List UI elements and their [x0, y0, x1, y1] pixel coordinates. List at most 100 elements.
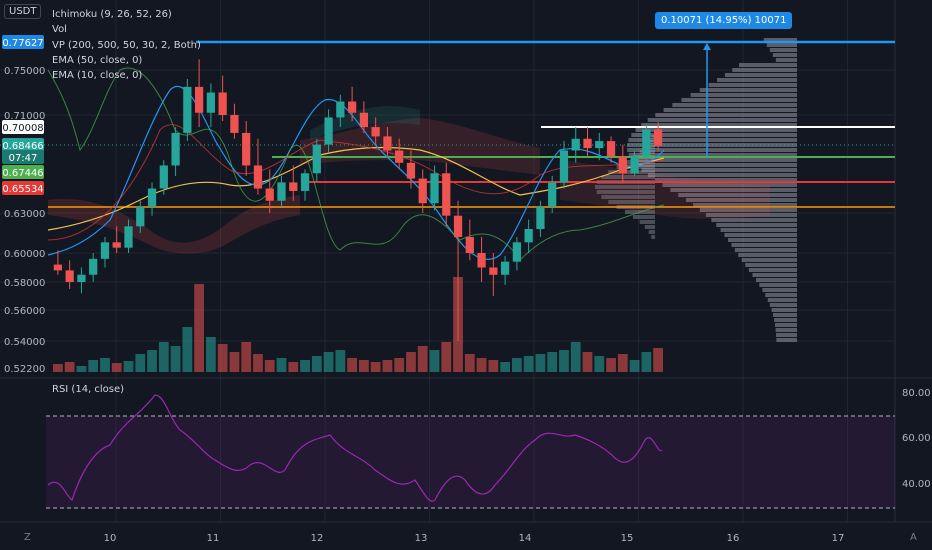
candlesticks[interactable]	[53, 59, 663, 341]
vp-row	[724, 233, 797, 237]
time-tick-label: 16	[727, 533, 740, 544]
price-tick-label: 0.71000	[4, 111, 45, 122]
volume-bar	[147, 350, 157, 372]
volume-bar	[417, 346, 428, 372]
vp-row	[774, 323, 797, 327]
candle-body	[289, 182, 298, 191]
volume-bar	[53, 364, 63, 372]
vp-inner-row	[648, 230, 655, 234]
vp-row	[716, 223, 797, 227]
rsi-band	[46, 416, 895, 508]
currency-badge[interactable]: USDT	[4, 4, 42, 19]
price-tick-label: 0.58000	[4, 278, 45, 289]
vp-inner-row	[651, 235, 655, 239]
candle-body	[524, 229, 533, 243]
candle-body	[500, 261, 510, 275]
candle-body	[159, 165, 168, 189]
vp-row	[776, 333, 797, 337]
legend-ema10[interactable]: EMA (10, close, 0)	[52, 70, 143, 81]
rsi-tick-label: 40.00	[902, 479, 931, 490]
candle-body	[477, 253, 486, 268]
candle-body	[571, 138, 580, 151]
volume-bar	[347, 358, 357, 372]
candle-body	[359, 112, 369, 128]
price-marker-label: 0.77627	[2, 38, 43, 49]
vp-row	[738, 253, 797, 257]
candle-body	[442, 173, 451, 216]
volume-bar	[535, 354, 546, 372]
candle-body	[406, 162, 416, 179]
vp-row	[647, 118, 797, 122]
measure-label[interactable]: 0.10071 (14.95%) 10071	[655, 12, 793, 29]
rsi-pane[interactable]	[46, 394, 895, 509]
vp-row	[670, 188, 797, 192]
volume-bar	[111, 363, 122, 372]
horizontal-levels[interactable]	[0, 40, 895, 208]
vp-row	[699, 88, 797, 92]
candle-body	[453, 215, 463, 237]
vp-row	[711, 218, 797, 222]
vp-inner-row	[595, 185, 655, 189]
legend-vol[interactable]: Vol	[52, 24, 67, 35]
vp-row	[641, 123, 797, 127]
auto-scale-icon[interactable]: A	[910, 532, 917, 543]
candle-body	[136, 206, 145, 227]
price-tick-label: 0.52200	[4, 364, 45, 375]
volume-bar	[217, 344, 228, 372]
volume-bar	[582, 352, 593, 372]
price-marker-label: 0.68466	[2, 141, 43, 152]
candle-body	[194, 86, 204, 113]
vp-row	[662, 183, 797, 187]
axes: 0.75000 0.71000 0.63000 0.60000 0.58000 0.560…	[2, 35, 931, 544]
vp-row	[635, 128, 797, 132]
volume-bar	[264, 360, 275, 372]
measure-arrow-head	[703, 43, 711, 50]
time-tick-label: 13	[415, 533, 428, 544]
candle-body	[77, 274, 86, 282]
price-marker-label: 0.67446	[2, 168, 43, 179]
vp-row	[734, 248, 797, 252]
vp-row	[748, 268, 797, 272]
vp-inner-row	[644, 225, 655, 229]
legend-rsi[interactable]: RSI (14, close)	[52, 384, 125, 395]
volume-bar	[606, 358, 616, 372]
legend-vp[interactable]: VP (200, 500, 50, 30, 2, Both)	[52, 40, 201, 51]
vp-row	[672, 103, 797, 107]
vp-row	[724, 73, 797, 77]
ichimoku-cloud	[48, 106, 770, 254]
volume-bar	[500, 362, 510, 372]
price-tick-label: 0.75000	[4, 66, 45, 77]
vp-row	[775, 58, 797, 62]
legend-ema50[interactable]: EMA (50, close, 0)	[52, 55, 143, 66]
volume-bar	[64, 362, 75, 372]
vp-inner-row	[601, 195, 655, 199]
timezone-icon[interactable]: Z	[24, 532, 31, 543]
candle-body	[489, 267, 498, 275]
time-tick-label: 11	[207, 533, 220, 544]
price-marker-box	[2, 120, 44, 134]
candle-body	[630, 156, 639, 174]
volume-bar	[641, 352, 652, 372]
vp-row	[776, 338, 797, 342]
vp-row	[705, 213, 797, 217]
candle-body	[253, 165, 263, 189]
volume-bar	[594, 356, 605, 372]
time-tick-label: 15	[621, 533, 634, 544]
vp-row	[775, 328, 797, 332]
time-tick-label: 17	[832, 533, 845, 544]
price-marker-box	[2, 181, 44, 195]
vp-row	[769, 303, 797, 307]
volume-bar	[170, 346, 181, 372]
legend-ichimoku[interactable]: Ichimoku (9, 26, 52, 26)	[52, 9, 172, 20]
price-marker-box	[2, 35, 44, 49]
volume-bar	[182, 327, 193, 372]
candle-body	[206, 92, 216, 113]
candle-body	[430, 173, 439, 204]
vp-row	[631, 158, 797, 162]
vp-row	[654, 178, 797, 182]
volume-bar	[488, 360, 499, 372]
kijun-line	[47, 124, 665, 241]
vp-row	[690, 93, 797, 97]
vp-inner-row	[648, 140, 655, 144]
